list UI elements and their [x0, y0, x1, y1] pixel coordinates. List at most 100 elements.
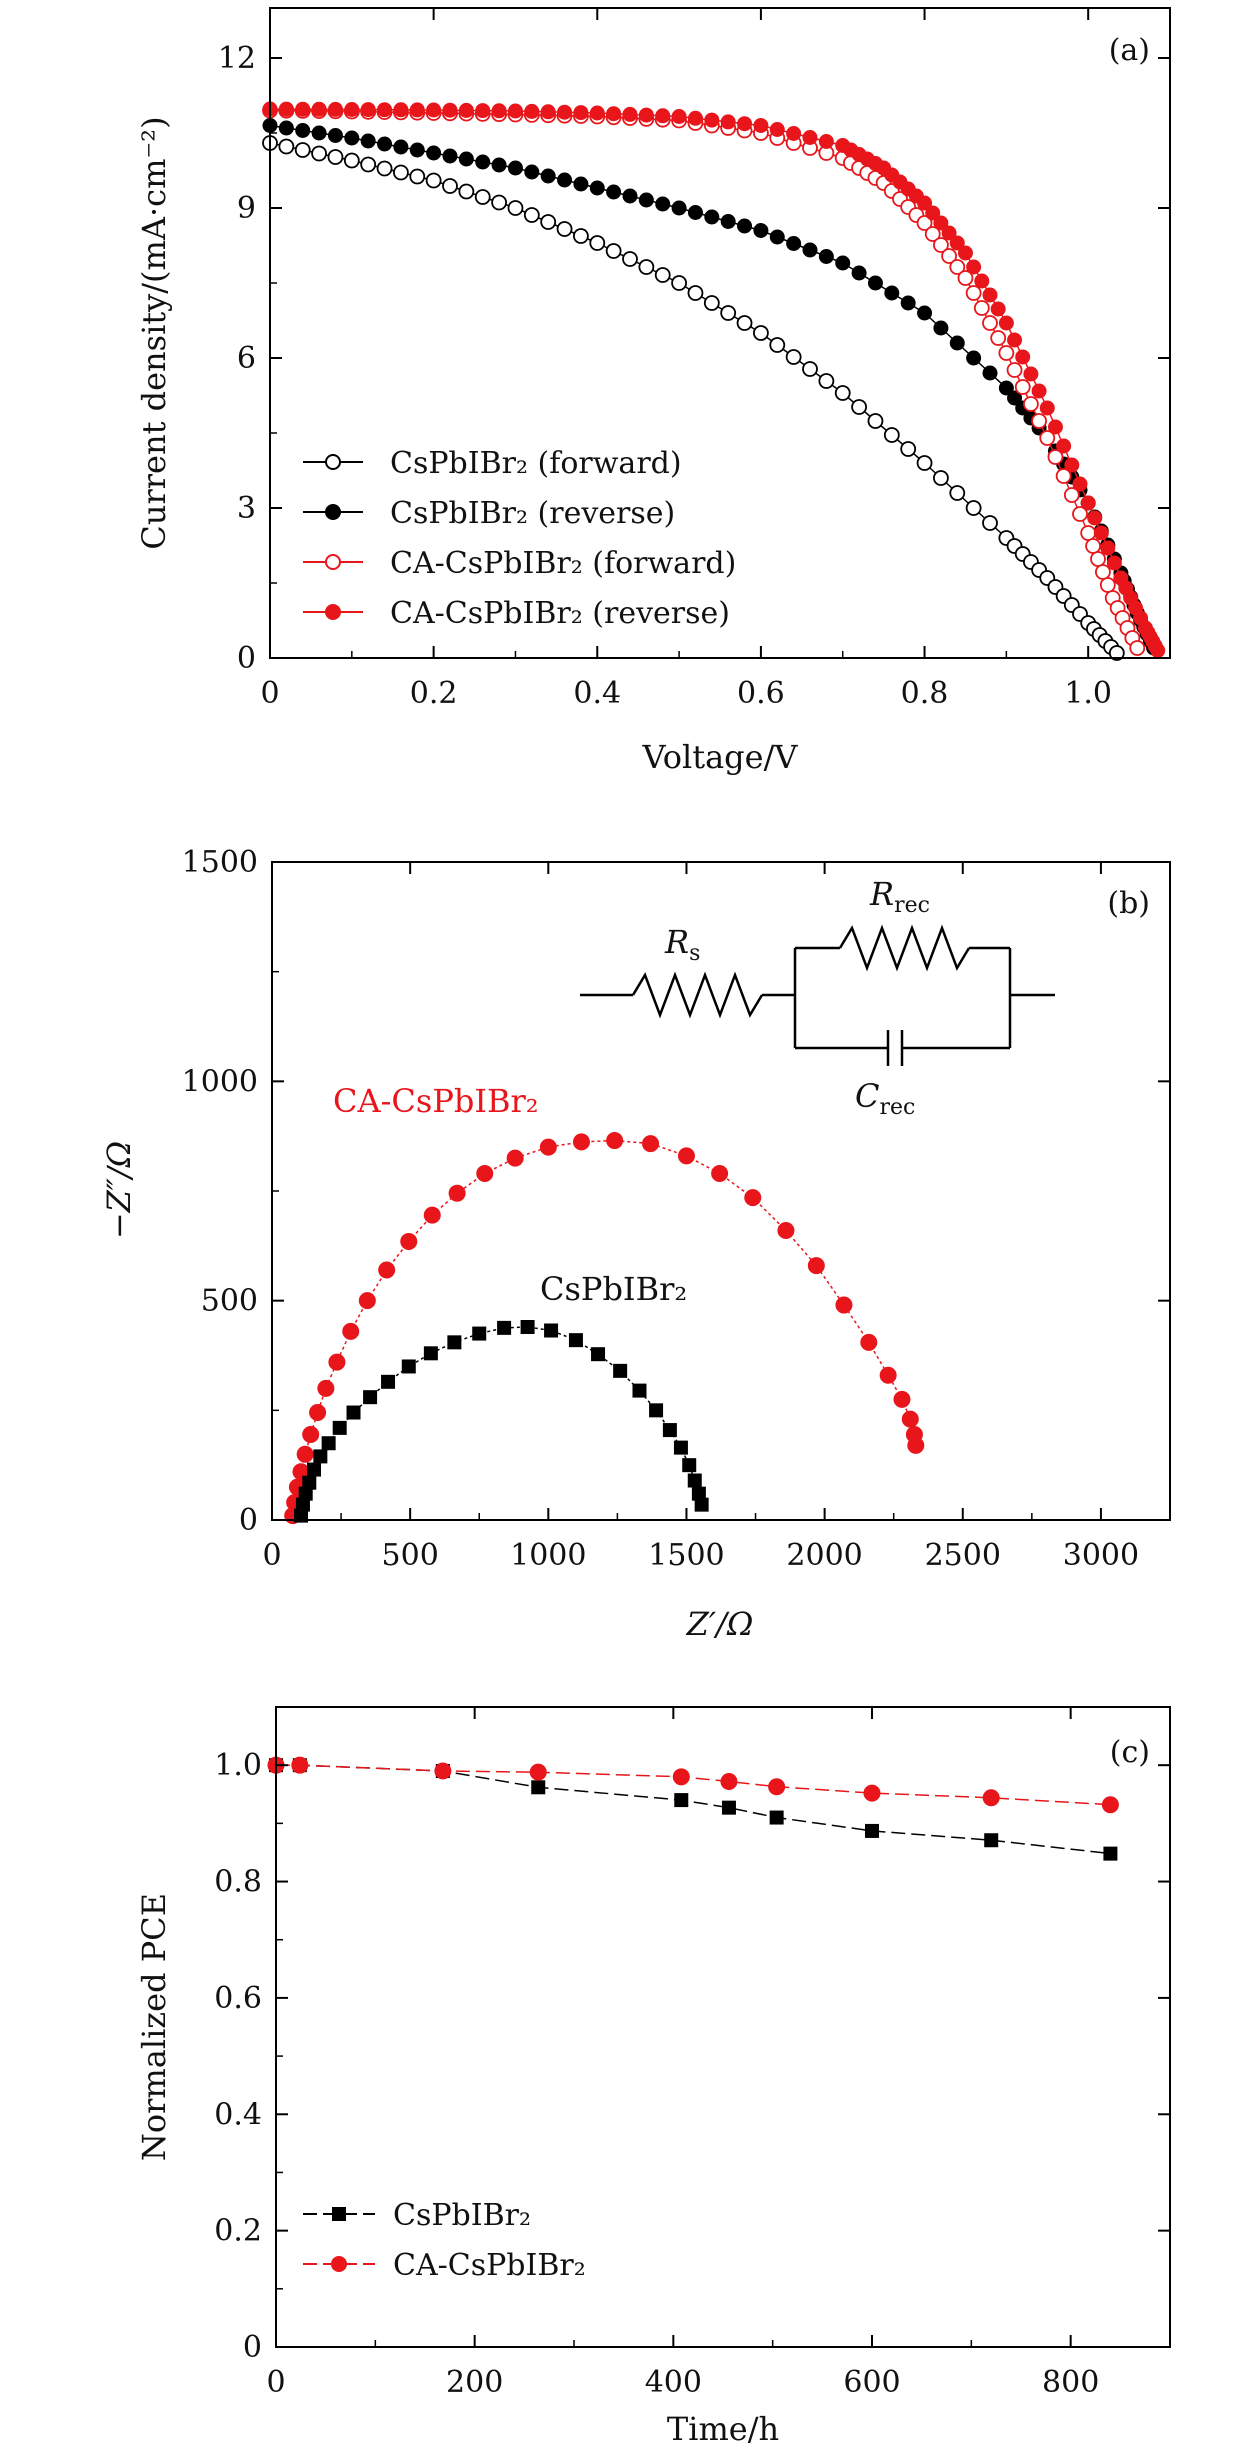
data-point-a-3-23	[638, 107, 654, 123]
data-point-a-3-3	[311, 101, 327, 117]
data-point-a-1-12	[458, 151, 474, 167]
data-point-b-0-21	[677, 1147, 695, 1165]
data-point-a-3-51	[966, 259, 982, 275]
data-point-b-0-15	[476, 1164, 494, 1182]
data-point-a-3-47	[933, 215, 949, 231]
data-point-a-1-15	[507, 160, 523, 176]
data-point-a-3-26	[687, 110, 703, 126]
data-point-a-2-55	[998, 345, 1015, 361]
data-point-a-0-39	[900, 441, 917, 457]
data-point-c-1-4	[672, 1768, 690, 1786]
data-point-a-2-53	[982, 315, 998, 331]
data-point-a-3-66	[1087, 510, 1103, 526]
data-point-b-0-14	[448, 1184, 466, 1202]
legend-label-c-1: CA-CsPbIBr₂	[393, 2248, 586, 2283]
data-point-a-0-14	[491, 194, 507, 211]
data-point-a-1-45	[998, 380, 1014, 396]
data-point-b-1-14	[472, 1326, 487, 1341]
panel-a-jv-curves: 0 0.2 0.4 0.6 0.8 1.0 0 3 6 9 12 (a) Voltage/V Cur…	[135, 7, 1171, 776]
data-point-a-3-52	[974, 273, 990, 289]
x-tick-label-a: 1.0	[1064, 676, 1112, 711]
data-point-a-1-26	[687, 205, 703, 220]
data-point-a-3-80	[1150, 643, 1166, 658]
data-point-b-1-27	[691, 1486, 706, 1501]
data-point-a-3-57	[1015, 349, 1031, 365]
data-point-a-3-7	[377, 102, 393, 118]
data-point-c-0-3	[531, 1780, 546, 1795]
data-point-a-2-60	[1039, 430, 1056, 446]
data-point-a-0-7	[376, 160, 393, 177]
data-point-a-2-75	[1129, 640, 1146, 656]
data-point-b-0-25	[807, 1257, 825, 1275]
x-tick-label-c: 400	[645, 2365, 702, 2400]
data-point-a-0-27	[703, 295, 720, 311]
data-point-c-0-9	[1103, 1846, 1118, 1861]
y-tick-label-a: 6	[237, 341, 256, 376]
data-point-b-1-15	[497, 1320, 512, 1335]
data-point-a-0-1	[278, 138, 295, 155]
data-point-b-0-7	[317, 1379, 335, 1397]
data-point-a-0-13	[474, 189, 491, 205]
data-point-a-3-29	[737, 116, 753, 132]
data-point-a-0-33	[802, 361, 818, 377]
data-point-a-0-28	[720, 305, 737, 321]
data-point-b-1-16	[520, 1319, 535, 1334]
data-point-a-3-19	[573, 105, 589, 121]
data-point-b-1-18	[568, 1333, 583, 1348]
data-point-a-1-39	[900, 295, 916, 311]
data-point-a-1-14	[491, 157, 507, 173]
data-point-a-3-50	[957, 245, 973, 261]
data-point-a-3-56	[1007, 332, 1023, 348]
data-point-a-3-25	[671, 109, 687, 124]
x-tick-label-b: 3000	[1063, 1538, 1139, 1573]
stability-curves	[267, 1756, 1119, 1861]
data-point-a-2-66	[1085, 538, 1101, 554]
series-line-c-1	[276, 1764, 1111, 1806]
legend-label-a-0: CsPbIBr₂ (forward)	[390, 446, 682, 481]
plot-frame-b	[271, 861, 1171, 1521]
data-point-a-1-40	[917, 305, 933, 321]
legend-label-a-1: CsPbIBr₂ (reverse)	[390, 496, 675, 531]
data-point-a-3-21	[606, 106, 622, 122]
data-point-a-3-12	[458, 102, 474, 118]
data-point-a-3-2	[295, 101, 311, 117]
data-point-b-1-28	[694, 1497, 709, 1512]
x-tick-label-b: 500	[382, 1538, 439, 1573]
data-point-c-0-8	[984, 1833, 999, 1848]
data-point-a-3-17	[540, 104, 556, 120]
panel-label-b: (b)	[1107, 886, 1150, 921]
data-point-b-1-17	[544, 1323, 559, 1338]
circuit-label-rs: Rs	[664, 923, 700, 966]
data-point-b-0-26	[835, 1296, 853, 1314]
data-point-a-1-29	[737, 218, 753, 234]
data-point-a-0-18	[556, 221, 573, 237]
data-point-b-0-5	[302, 1425, 320, 1443]
data-point-a-1-35	[835, 255, 851, 271]
data-point-a-1-23	[638, 192, 654, 208]
data-point-a-3-6	[360, 102, 376, 118]
data-point-c-0-5	[721, 1800, 736, 1815]
data-point-a-3-9	[409, 102, 425, 118]
circuit-label-crec: Crec	[855, 1077, 915, 1120]
y-tick-label-c: 0.2	[214, 2214, 262, 2249]
data-point-a-3-31	[769, 122, 785, 137]
legend-label-a-2: CA-CsPbIBr₂ (forward)	[390, 546, 736, 581]
data-point-a-2-49	[949, 259, 966, 275]
data-point-a-1-34	[818, 249, 834, 264]
data-point-b-1-9	[363, 1390, 378, 1405]
data-point-a-3-22	[622, 106, 638, 122]
data-point-a-2-46	[924, 226, 941, 242]
data-point-a-3-34	[818, 134, 834, 149]
y-tick-label-c: 0	[243, 2330, 262, 2365]
data-point-c-1-7	[863, 1784, 881, 1802]
data-point-a-2-56	[1006, 362, 1023, 378]
data-point-b-0-9	[342, 1322, 360, 1340]
data-point-b-1-24	[673, 1440, 688, 1455]
data-point-a-3-46	[925, 205, 941, 221]
data-point-b-1-10	[381, 1374, 396, 1389]
data-point-a-3-18	[557, 104, 573, 120]
data-point-a-3-69	[1106, 555, 1122, 571]
data-point-a-0-23	[638, 259, 655, 275]
data-point-a-1-38	[884, 285, 900, 301]
data-point-c-1-3	[529, 1763, 547, 1781]
